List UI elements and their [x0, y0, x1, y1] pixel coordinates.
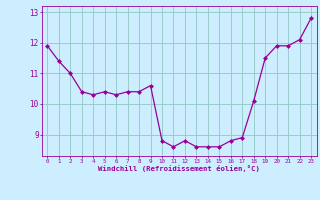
X-axis label: Windchill (Refroidissement éolien,°C): Windchill (Refroidissement éolien,°C): [98, 165, 260, 172]
